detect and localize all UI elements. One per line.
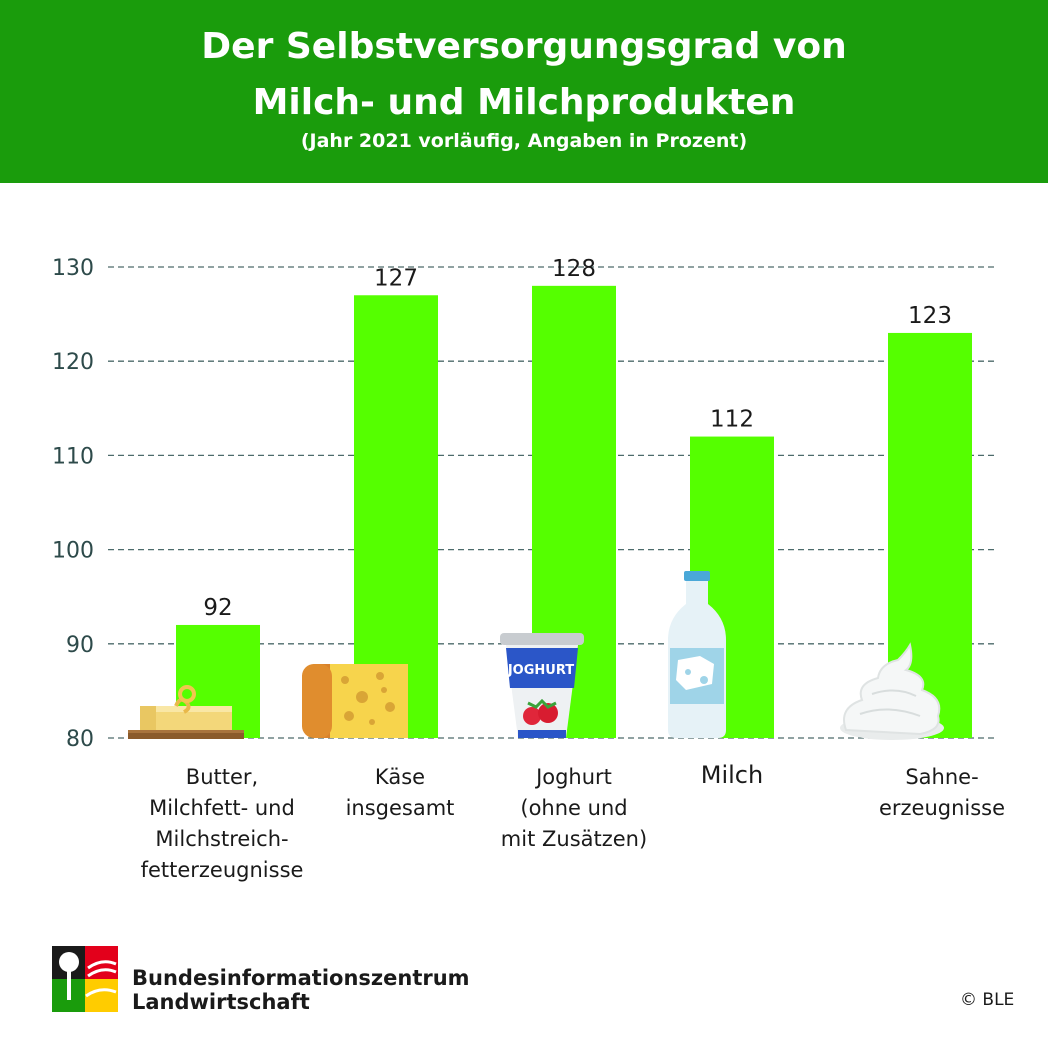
category-label-line: erzeugnisse (878, 796, 1006, 820)
yogurt-cup-icon: JOGHURT (500, 633, 584, 738)
y-tick-label: 110 (52, 444, 94, 469)
category-label-milch: Milch (662, 760, 802, 791)
organization-name-line1: Bundesinformationszentrum (132, 966, 470, 990)
butter-icon (128, 685, 244, 739)
y-tick-label: 130 (52, 256, 94, 281)
category-label-joghurt: Joghurt (ohne und mit Zusätzen) (486, 762, 662, 855)
copyright-text: © BLE (960, 990, 1015, 1010)
category-label-kaese: Käse insgesamt (320, 762, 480, 824)
y-tick-label: 100 (52, 539, 94, 564)
yogurt-cup-label: JOGHURT (507, 663, 574, 678)
whipped-cream-icon (840, 642, 944, 740)
chart-title-line2: Milch- und Milchprodukten (252, 82, 796, 123)
y-tick-label: 90 (66, 633, 94, 658)
category-label-line: Milch (700, 761, 764, 789)
bar-value-label: 127 (374, 265, 418, 291)
category-label-line: Sahne- (905, 765, 979, 789)
category-label-line: (ohne und (520, 796, 628, 820)
category-label-line: Butter, (185, 765, 259, 789)
ble-logo (52, 946, 118, 1012)
category-label-line: Joghurt (536, 765, 612, 789)
y-tick-label: 80 (66, 727, 94, 752)
category-label-sahne: Sahne- erzeugnisse (862, 762, 1022, 824)
bar-value-label: 128 (552, 256, 596, 282)
category-label-line: insgesamt (345, 796, 455, 820)
header-banner: Der Selbstversorgungsgrad von Milch- und… (0, 0, 1048, 183)
bar-value-label: 92 (203, 595, 232, 621)
bar-value-label: 123 (908, 303, 952, 329)
category-label-line: mit Zusätzen) (500, 827, 648, 851)
category-label-line: Käse (374, 765, 426, 789)
chart-subtitle: (Jahr 2021 vorläufig, Angaben in Prozent… (300, 130, 748, 152)
category-label-line: Milchfett- und (149, 796, 295, 820)
bar-value-label: 112 (710, 407, 754, 433)
organization-name-line2: Landwirtschaft (132, 990, 310, 1014)
category-label-butter: Butter, Milchfett- und Milchstreich- fet… (128, 762, 316, 886)
category-label-line: fetterzeugnisse (140, 858, 304, 882)
category-label-line: Milchstreich- (155, 827, 289, 851)
cheese-icon (302, 664, 408, 738)
milk-bottle-icon (668, 571, 726, 738)
chart-title-line1: Der Selbstversorgungsgrad von (201, 26, 847, 67)
y-tick-label: 120 (52, 350, 94, 375)
